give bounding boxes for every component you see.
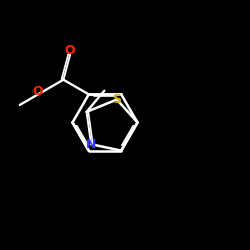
Text: O: O bbox=[65, 44, 76, 57]
Text: O: O bbox=[32, 86, 43, 98]
Text: N: N bbox=[86, 138, 96, 151]
Text: S: S bbox=[112, 93, 121, 106]
